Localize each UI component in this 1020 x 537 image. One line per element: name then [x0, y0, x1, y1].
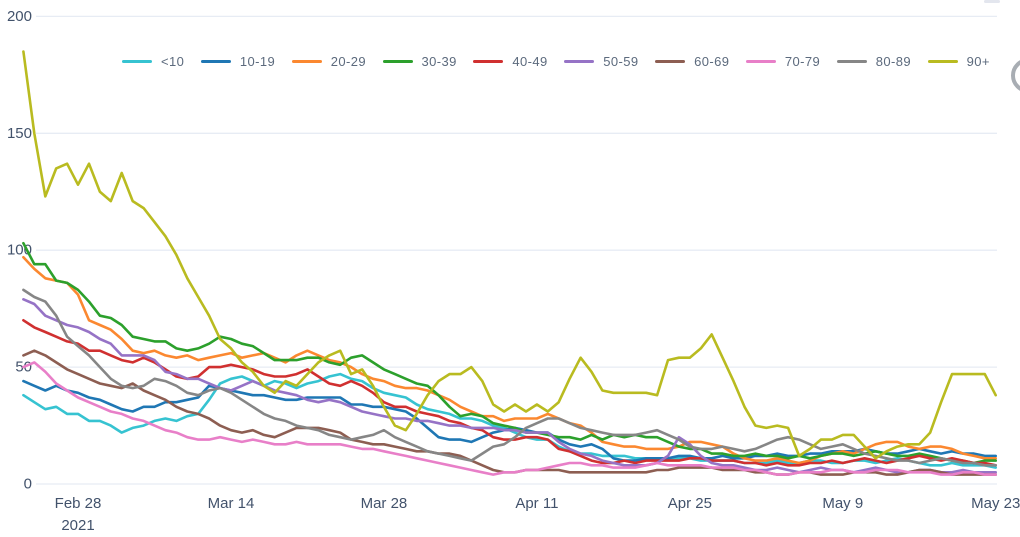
legend-label: 90+ [966, 53, 990, 69]
legend-swatch-icon [473, 59, 504, 63]
y-axis-tick-label: 0 [24, 476, 32, 493]
series-line-3039 [22, 241, 998, 465]
legend-label: <10 [161, 53, 185, 69]
legend-item-1019[interactable]: 10-19 [200, 53, 276, 69]
legend-item-7079[interactable]: 70-79 [745, 53, 821, 69]
legend-label: 70-79 [784, 53, 821, 69]
series-line-7079 [22, 361, 998, 476]
legend-swatch-icon [927, 59, 958, 63]
legend-label: 30-39 [421, 53, 457, 69]
legend-swatch-icon [564, 59, 595, 63]
legend-swatch-icon [745, 59, 776, 63]
series-line-90+ [22, 50, 998, 460]
x-axis-tick-label: May 23 [971, 495, 1020, 512]
legend-item-6069[interactable]: 60-69 [655, 54, 729, 69]
x-axis-tick-label: Feb 28 [55, 495, 102, 512]
y-axis-tick-label: 200 [7, 8, 32, 25]
legend-label: 40-49 [512, 53, 548, 69]
series-line-4049 [22, 318, 998, 467]
y-axis-tick-label: 150 [7, 125, 32, 142]
chart-legend: <10 10-19 20-29 30-39 40-49 50-59 60-69 70-79 80… [122, 52, 990, 70]
x-axis-year-label: 2021 [61, 517, 94, 534]
legend-label: 80-89 [875, 53, 912, 69]
x-axis-tick-label: May 9 [822, 495, 863, 512]
legend-item-8089[interactable]: 80-89 [836, 53, 912, 69]
x-axis-tick-label: Apr 11 [515, 495, 558, 512]
legend-swatch-icon [655, 59, 686, 63]
legend-item-4049[interactable]: 40-49 [473, 54, 547, 69]
legend-label: 10-19 [239, 53, 276, 69]
legend-item-10[interactable]: <10 [122, 54, 184, 69]
legend-item-3039[interactable]: 30-39 [382, 53, 457, 69]
legend-item-90+[interactable]: 90+ [927, 53, 990, 69]
legend-swatch-icon [382, 59, 413, 63]
legend-label: 60-69 [694, 53, 730, 69]
legend-swatch-icon [291, 59, 322, 63]
x-axis-tick-label: Mar 28 [361, 495, 408, 512]
legend-item-5059[interactable]: 50-59 [564, 54, 638, 69]
legend-item-2029[interactable]: 20-29 [291, 53, 366, 69]
legend-label: 50-59 [603, 53, 639, 69]
x-axis-tick-label: Mar 14 [208, 495, 255, 512]
ui-fragment [984, 0, 1000, 3]
legend-label: 20-29 [330, 53, 366, 69]
legend-swatch-icon [836, 59, 867, 63]
legend-swatch-icon [200, 59, 231, 63]
x-axis-tick-label: Apr 25 [668, 495, 712, 512]
legend-swatch-icon [122, 59, 152, 63]
series-line-8089 [22, 288, 998, 467]
